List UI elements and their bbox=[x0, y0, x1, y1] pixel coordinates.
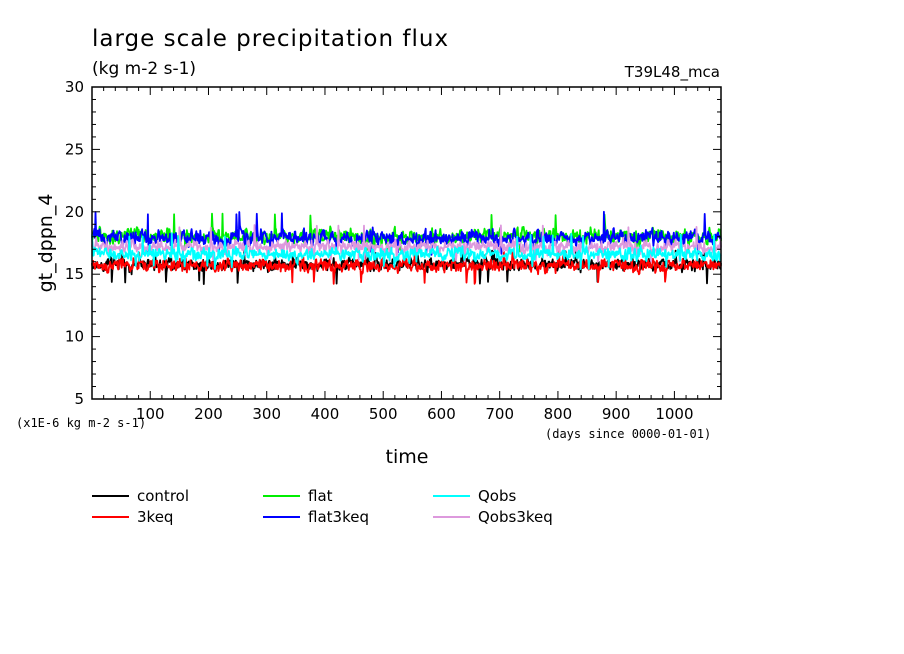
y-tick-label: 15 bbox=[65, 265, 84, 283]
units-label: (kg m-2 s-1) bbox=[92, 59, 196, 79]
x-tick-label: 700 bbox=[485, 405, 514, 423]
plot-frame bbox=[91, 86, 722, 400]
x-tick-label: 500 bbox=[369, 405, 398, 423]
series-layer bbox=[91, 210, 722, 286]
x-tick-label: 300 bbox=[252, 405, 281, 423]
x-tick-label: 900 bbox=[602, 405, 631, 423]
run-label: T39L48_mca bbox=[624, 63, 720, 82]
y-axis-label: gt_dppn_4 bbox=[35, 194, 57, 293]
chart-title: large scale precipitation flux bbox=[92, 26, 449, 52]
series-line-qobs3keq bbox=[91, 224, 722, 263]
series-line-qobs bbox=[91, 232, 722, 271]
legend-label-qobs: Qobs bbox=[478, 487, 517, 505]
legend-label-3keq: 3keq bbox=[137, 508, 173, 526]
y-scale-note: (x1E-6 kg m-2 s-1) bbox=[16, 416, 146, 430]
y-tick-label: 5 bbox=[74, 390, 84, 408]
legend-label-flat: flat bbox=[308, 487, 333, 505]
x-tick-label: 200 bbox=[194, 405, 223, 423]
y-tick-label: 25 bbox=[65, 140, 84, 158]
legend-label-qobs3keq: Qobs3keq bbox=[478, 508, 553, 526]
legend: control 3keq flat flat3keq Qobs Qobs3keq bbox=[92, 487, 553, 526]
legend-label-flat3keq: flat3keq bbox=[308, 508, 369, 526]
x-tick-label: 800 bbox=[544, 405, 573, 423]
x-tick-label: 400 bbox=[311, 405, 340, 423]
y-tick-label: 10 bbox=[65, 328, 84, 346]
x-tick-label: 100 bbox=[136, 405, 165, 423]
x-tick-label: 600 bbox=[427, 405, 456, 423]
x-units-note: (days since 0000-01-01) bbox=[545, 427, 711, 441]
series-line-3keq bbox=[91, 250, 722, 285]
y-tick-label: 30 bbox=[65, 78, 84, 96]
x-axis-label: time bbox=[386, 446, 429, 468]
legend-label-control: control bbox=[137, 487, 189, 505]
x-tick-label: 1000 bbox=[655, 405, 693, 423]
series-line-flat3keq bbox=[91, 210, 722, 257]
y-tick-label: 20 bbox=[65, 203, 84, 221]
